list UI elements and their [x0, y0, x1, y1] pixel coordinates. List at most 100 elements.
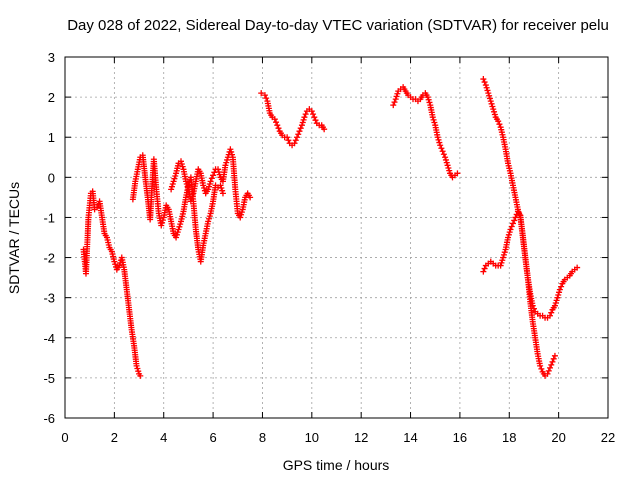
data-point [496, 121, 503, 128]
data-point [438, 145, 445, 152]
data-point [487, 98, 494, 105]
data-point [549, 358, 556, 365]
data-point [500, 251, 507, 258]
data-point [175, 226, 182, 233]
data-point [312, 117, 319, 124]
data-point [529, 302, 536, 309]
chart-title: Day 028 of 2022, Sidereal Day-to-day VTE… [67, 17, 609, 34]
data-point [229, 151, 236, 158]
data-point [434, 134, 441, 141]
data-point [454, 170, 461, 177]
data-point [439, 148, 446, 155]
data-point [538, 365, 545, 372]
data-point [172, 172, 179, 179]
data-point [443, 159, 450, 166]
data-point [483, 84, 490, 91]
data-point [480, 268, 487, 275]
x-tick-label: 12 [354, 430, 368, 445]
y-tick-label: 1 [48, 130, 55, 145]
data-point [485, 90, 492, 97]
data-point [392, 96, 399, 103]
data-point [188, 195, 195, 202]
data-point [201, 185, 208, 192]
data-point [207, 178, 214, 185]
y-tick-label: -3 [43, 291, 55, 306]
data-point [445, 164, 452, 171]
data-point [184, 183, 191, 190]
data-point [133, 362, 140, 369]
data-point [481, 79, 488, 86]
data-point [486, 92, 493, 99]
data-point [301, 114, 308, 121]
data-point [551, 302, 558, 309]
data-point [134, 365, 141, 372]
data-point [200, 182, 207, 189]
data-point [321, 126, 328, 133]
data-point [393, 93, 400, 100]
y-tick-label: 3 [48, 50, 55, 65]
y-tick-label: -2 [43, 251, 55, 266]
data-point [158, 222, 165, 229]
data-point [548, 361, 555, 368]
plot-frame [64, 56, 609, 419]
data-point [424, 94, 431, 101]
y-axis-label: SDTVAR / TECUs [6, 182, 22, 294]
x-tick-label: 0 [61, 430, 68, 445]
data-point [284, 134, 291, 141]
data-point [206, 181, 213, 188]
data-points [80, 76, 581, 379]
data-point [285, 137, 292, 144]
data-point [111, 258, 118, 265]
data-point [311, 114, 318, 121]
data-point [511, 217, 518, 224]
data-point [482, 82, 489, 89]
data-point [508, 223, 515, 230]
data-point [426, 99, 433, 106]
data-point [555, 291, 562, 298]
x-axis-label: GPS time / hours [283, 457, 390, 473]
data-point [169, 181, 176, 188]
data-point [299, 119, 306, 126]
x-tick-label: 20 [551, 430, 565, 445]
data-point [178, 160, 185, 167]
data-point [491, 111, 498, 118]
data-point [116, 262, 123, 269]
data-point [480, 76, 487, 83]
data-point [205, 186, 212, 193]
data-point [177, 221, 184, 228]
data-point [537, 362, 544, 369]
data-point [500, 254, 507, 261]
data-point [238, 209, 245, 216]
data-point [509, 220, 516, 227]
data-point [308, 108, 315, 115]
data-point [173, 231, 180, 238]
data-point [178, 158, 185, 165]
x-tick-label: 22 [601, 430, 615, 445]
data-point [490, 106, 497, 113]
x-tick-label: 2 [111, 430, 118, 445]
data-point [137, 372, 144, 379]
data-point [429, 114, 436, 121]
data-point [219, 187, 226, 194]
data-point [183, 181, 190, 188]
data-point [294, 134, 301, 141]
x-tick-label: 6 [209, 430, 216, 445]
data-point [237, 214, 244, 221]
data-point [481, 265, 488, 272]
data-point [512, 214, 519, 221]
data-point [442, 154, 449, 161]
data-point [94, 204, 101, 211]
data-point [548, 309, 555, 316]
data-point [310, 111, 317, 118]
data-point [506, 229, 513, 236]
data-point [206, 213, 213, 220]
data-point [295, 131, 302, 138]
data-point [217, 182, 224, 189]
grid-lines [65, 57, 608, 418]
data-point [484, 87, 491, 94]
data-point [171, 175, 178, 182]
data-point [501, 249, 508, 256]
data-point [168, 183, 175, 190]
data-point [491, 108, 498, 115]
